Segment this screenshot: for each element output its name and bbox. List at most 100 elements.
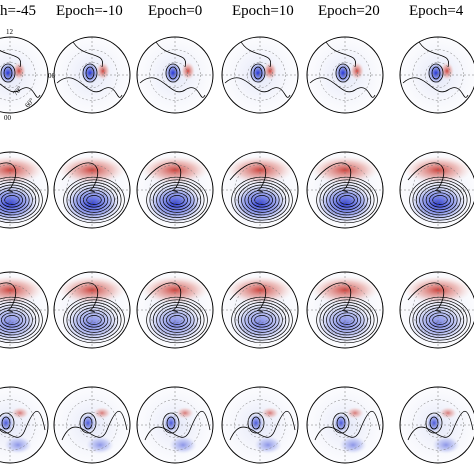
contour — [432, 195, 448, 205]
latitude-ring — [79, 62, 105, 88]
polar-panel — [307, 152, 383, 228]
contour — [244, 187, 280, 213]
contour — [76, 187, 112, 213]
latitude-ring — [234, 164, 286, 216]
negative-blob — [432, 436, 460, 454]
polar-panel — [54, 387, 130, 463]
contour — [339, 315, 355, 325]
latitude-ring — [66, 399, 118, 451]
polar-panel — [0, 387, 48, 463]
column-header: Epoch=20 — [318, 3, 380, 19]
column-header: h=-45 — [0, 3, 36, 19]
contour — [0, 299, 40, 341]
contour — [149, 299, 205, 341]
contour — [254, 195, 270, 205]
contour — [69, 182, 119, 218]
latitude-ring — [319, 284, 371, 336]
contour — [0, 179, 40, 221]
contour — [250, 63, 266, 83]
contour — [229, 410, 296, 441]
contour — [139, 77, 206, 98]
latitude-ring — [66, 164, 118, 216]
contour — [409, 296, 471, 344]
contour — [146, 296, 208, 344]
latitude-ring — [332, 177, 358, 203]
contour — [431, 66, 441, 80]
latitude-ring — [66, 49, 118, 101]
mlt-label: 12 — [6, 28, 14, 36]
latitude-ring — [247, 177, 273, 203]
contour — [336, 312, 358, 328]
contour — [4, 195, 20, 205]
contour — [314, 410, 381, 441]
latitude-ring — [149, 284, 201, 336]
panel-outline — [399, 151, 474, 229]
latitude-ring — [79, 412, 105, 438]
contour — [152, 182, 202, 218]
contour — [231, 176, 293, 224]
contour — [422, 187, 458, 213]
panel-outline — [306, 151, 384, 229]
negative-blob — [81, 62, 99, 84]
panel-outline — [136, 386, 214, 464]
contour — [251, 192, 273, 208]
contour — [86, 315, 102, 325]
latitude-ring — [162, 297, 188, 323]
latitude-ring — [319, 49, 371, 101]
contour — [409, 176, 471, 224]
mlt-label: 06 — [48, 72, 56, 80]
latitude-ring — [149, 49, 201, 101]
contour — [432, 315, 448, 325]
latitude-ring — [0, 297, 23, 323]
contour — [152, 302, 202, 338]
contour — [169, 195, 185, 205]
polar-panel — [137, 152, 213, 228]
positive-blob — [263, 62, 277, 80]
panel-outline — [53, 36, 131, 114]
panel-outline — [0, 36, 49, 114]
contour — [336, 192, 358, 208]
latitude-ring — [162, 412, 188, 438]
contour — [71, 39, 104, 68]
contour — [332, 412, 350, 434]
polar-panel — [54, 272, 130, 348]
latitude-ring — [0, 284, 36, 336]
negative-blob — [334, 62, 352, 84]
contour — [146, 176, 208, 224]
contour — [63, 176, 125, 224]
contour — [316, 296, 378, 344]
column-header: Epoch=10 — [232, 3, 294, 19]
panel-outline — [53, 271, 131, 349]
contour — [0, 296, 43, 344]
latitude-ring — [149, 399, 201, 451]
latitude-ring — [412, 284, 464, 336]
latitude-ring — [425, 412, 451, 438]
latitude-ring — [412, 399, 464, 451]
panel-outline — [399, 36, 474, 114]
polar-panel — [137, 272, 213, 348]
polar-panel — [307, 387, 383, 463]
contour — [76, 307, 112, 333]
contour — [0, 187, 30, 213]
latitude-ring — [0, 412, 23, 438]
polar-panel — [54, 37, 130, 113]
contour — [247, 412, 265, 434]
polar-panel — [400, 152, 474, 228]
contour — [402, 77, 469, 98]
column-header: Epoch=0 — [148, 3, 202, 19]
contour — [428, 63, 444, 83]
latitude-ring — [234, 284, 286, 336]
contour — [234, 299, 290, 341]
contour — [3, 66, 13, 80]
positive-blob — [11, 407, 29, 419]
latitude-ring — [425, 62, 451, 88]
panel-outline — [221, 36, 299, 114]
contour — [412, 179, 468, 221]
polar-panel — [222, 272, 298, 348]
latitude-ring — [319, 164, 371, 216]
polar-panel — [54, 152, 130, 228]
latitude-ring — [412, 164, 464, 216]
panel-outline — [221, 386, 299, 464]
